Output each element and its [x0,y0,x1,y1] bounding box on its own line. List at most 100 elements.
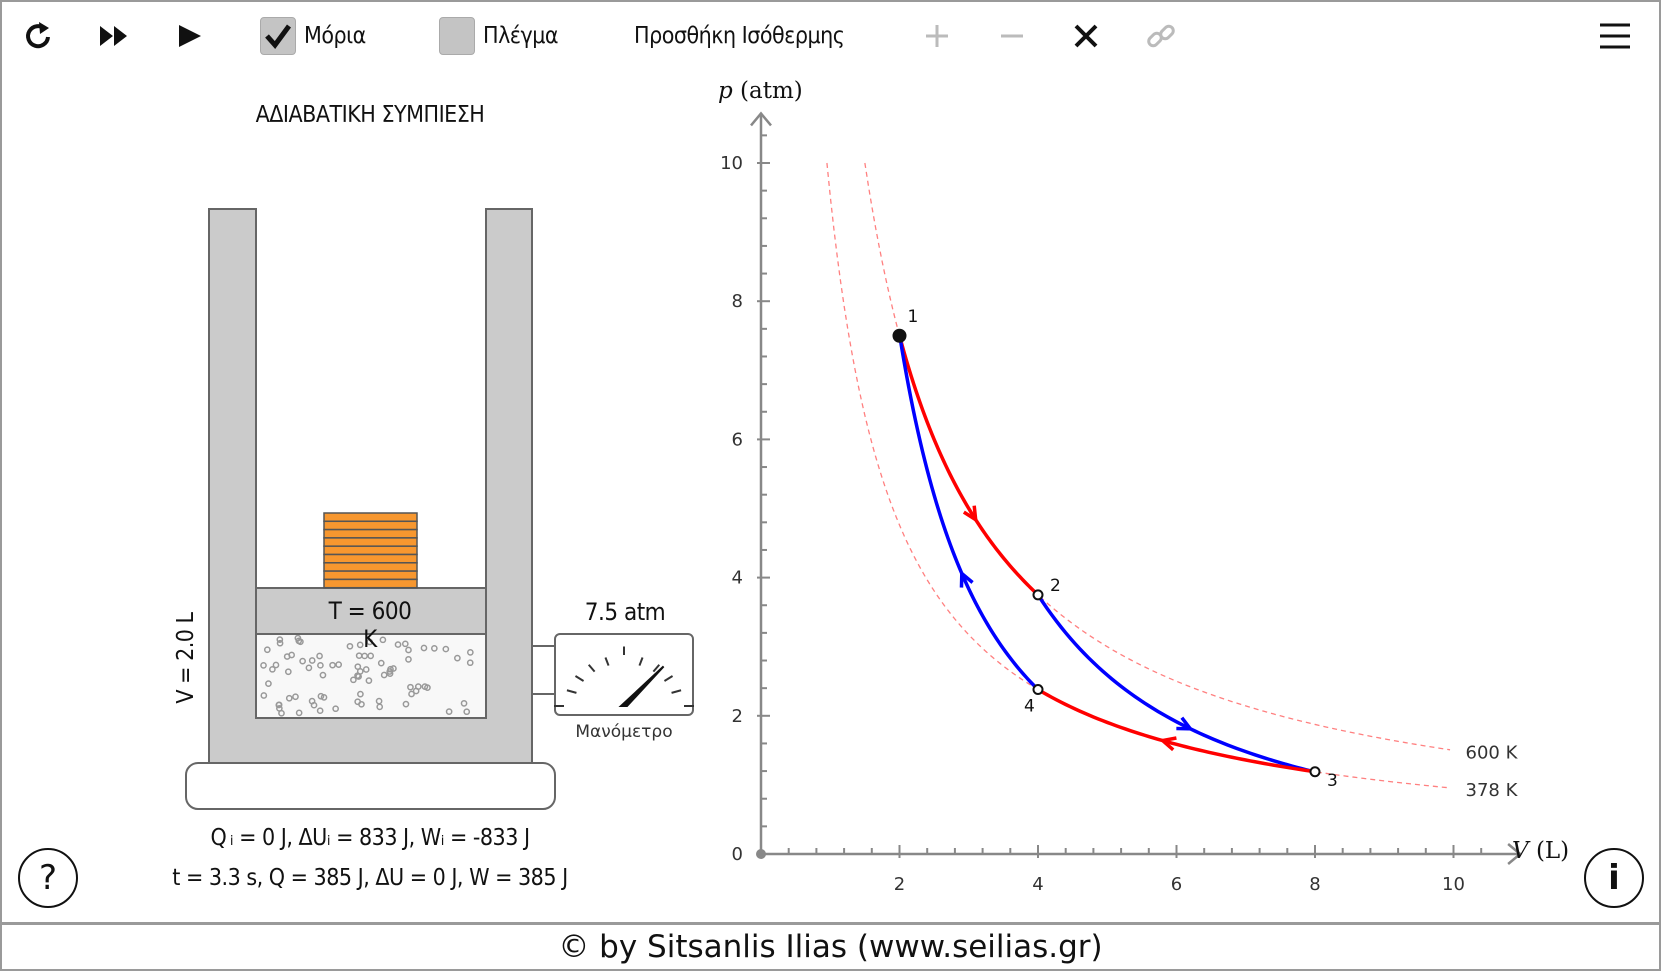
gauge-tick [587,664,596,673]
delete-button[interactable] [1071,14,1101,58]
molecule [316,707,324,715]
x-tick-label: 8 [1309,874,1320,895]
molecule [346,642,354,650]
molecule [263,646,271,654]
y-axis-unit: (atm) [740,78,803,104]
molecule [316,652,323,660]
total-stats: t = 3.3 s, Q = 385 J, ΔU = 0 J, W = 385 … [172,865,568,891]
play-icon [179,25,201,47]
gauge-dial [554,646,694,707]
isotherm-dashed [864,162,1451,751]
cylinder-walls [208,208,533,764]
manometer [554,633,694,716]
molecule [275,701,283,709]
molecule [362,666,370,673]
state-point-label: 1 [908,307,919,327]
checkmark-icon [265,24,292,49]
checkbox-unchecked[interactable] [439,17,475,55]
molecule [335,661,343,668]
molecule [269,665,276,673]
footer-credit: © by Sitsanlis Ilias (www.seilias.gr) [2,922,1659,969]
fast-forward-button[interactable] [94,14,134,58]
molecule [276,636,284,643]
molecule [442,645,450,653]
molecule [394,641,402,648]
molecule [463,708,471,716]
molecule [420,644,428,652]
y-tick-label: 0 [732,844,743,865]
grid-label: Πλέγμα [483,23,559,49]
link-button[interactable] [1144,14,1178,58]
grid-checkbox[interactable]: Πλέγμα [439,14,559,58]
direction-arrow [962,505,978,524]
gauge-tick [574,675,585,682]
molecule [365,677,373,684]
molecule [408,690,415,698]
step-stats: Q ᵢ = 0 J, ΔUᵢ = 833 J, Wᵢ = -833 J [210,825,530,851]
minus-icon [1001,34,1023,38]
molecule [386,670,394,678]
direction-arrow [959,569,974,588]
gauge-tick [566,689,577,694]
add-isotherm-button[interactable]: Προσθήκη Ισόθερμης [634,23,845,49]
molecule [299,657,306,665]
molecule [317,692,325,700]
molecule [284,668,292,676]
state-point-label: 4 [1024,697,1035,717]
molecule [320,694,328,701]
process-curve [897,334,1040,691]
gauge-tick [638,657,644,666]
temperature-label: T = 600 K [328,597,412,653]
menu-button[interactable] [1598,14,1632,58]
molecule [276,639,284,647]
molecule [354,663,362,671]
molecule [356,641,364,649]
molecule [460,700,468,707]
help-button[interactable]: ? [18,848,78,908]
x-axis-unit: (L) [1535,838,1570,864]
molecule [260,661,267,669]
molecule [405,646,412,654]
info-button[interactable]: i [1584,848,1644,908]
direction-arrow [1158,736,1177,752]
state-point [892,328,907,343]
minus-button[interactable] [997,14,1027,58]
molecule [366,638,374,646]
fast-forward-icon [100,26,127,46]
molecule [405,655,412,663]
molecule [332,705,339,713]
weights-stack [323,512,418,589]
play-button[interactable] [170,14,210,58]
origin-dot [756,849,766,859]
molecule [407,683,414,691]
molecule [288,651,295,659]
molecule [305,664,313,672]
molecule [380,671,388,679]
checkbox-checked[interactable] [260,17,296,55]
molecule [379,636,387,644]
molecule [367,652,375,660]
close-icon [1074,24,1098,48]
plus-button[interactable] [922,14,952,58]
y-axis-title: p (atm) [718,78,803,104]
molecule [329,661,336,669]
y-tick-label: 2 [732,706,743,727]
gauge-tick [652,664,661,673]
isotherm-dashed [826,162,1451,789]
molecules-checkbox[interactable]: Μόρια [260,14,366,58]
molecule [272,661,280,669]
menu-icon [1600,23,1630,49]
plus-icon [926,25,948,47]
gauge-tick [604,657,610,666]
molecule [466,659,474,667]
pressure-reading: 7.5 atm [584,598,666,626]
x-tick-label: 4 [1032,874,1043,895]
molecule [357,690,364,698]
molecule [285,694,293,702]
process-curve [1037,688,1316,774]
isotherm-label: 600 K [1466,742,1519,763]
gauge-needle [618,665,665,707]
gauge-tick [663,675,674,682]
refresh-button[interactable] [18,14,58,58]
